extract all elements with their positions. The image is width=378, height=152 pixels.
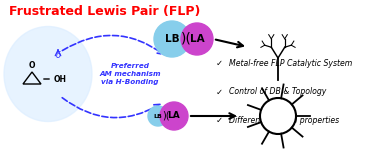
Ellipse shape [181, 23, 213, 55]
Text: )(: )( [162, 111, 170, 121]
Text: )(: )( [181, 32, 191, 46]
Ellipse shape [160, 102, 188, 130]
Text: LA: LA [167, 112, 180, 121]
Text: LB: LB [153, 114, 163, 119]
Text: LB: LB [165, 34, 179, 44]
Text: ✓: ✓ [215, 116, 223, 125]
Text: δ: δ [56, 52, 60, 60]
Ellipse shape [260, 98, 296, 134]
Text: Control of DB & Topology: Control of DB & Topology [229, 87, 326, 97]
Ellipse shape [148, 106, 168, 126]
Text: O: O [29, 62, 35, 71]
Text: Frustrated Lewis Pair (FLP): Frustrated Lewis Pair (FLP) [9, 5, 201, 18]
Text: Preferred
AM mechanism
via H-Bonding: Preferred AM mechanism via H-Bonding [99, 63, 161, 85]
Text: Different physical properties: Different physical properties [229, 116, 339, 125]
Text: ✓: ✓ [215, 87, 223, 97]
Text: ✓: ✓ [215, 59, 223, 68]
Text: Metal-free FLP Catalytic System: Metal-free FLP Catalytic System [229, 59, 352, 68]
Text: OH: OH [54, 74, 67, 83]
Ellipse shape [4, 26, 92, 121]
Text: LA: LA [190, 34, 204, 44]
Ellipse shape [154, 21, 190, 57]
